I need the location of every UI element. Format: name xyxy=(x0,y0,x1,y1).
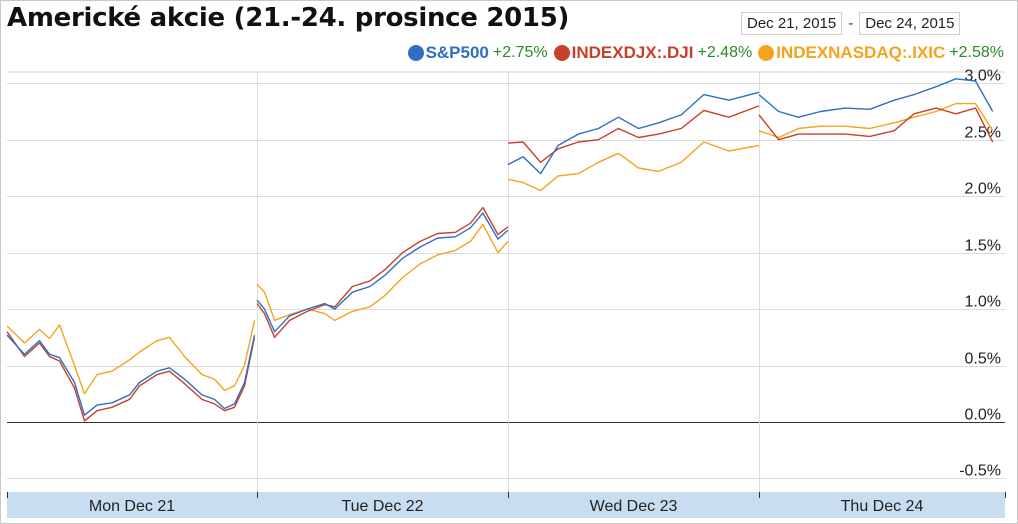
y-tick-label: 1.5% xyxy=(965,238,1001,255)
start-date-field[interactable]: Dec 21, 2015 xyxy=(741,11,843,35)
legend: S&P500 +2.75% INDEXDJX:.DJI +2.48% INDEX… xyxy=(402,43,1004,63)
x-tick-label: Wed Dec 23 xyxy=(590,498,678,515)
y-tick-label: 1.0% xyxy=(965,294,1001,311)
series-line-indexnasdaq-ixic xyxy=(6,320,256,395)
series-line-indexdjx-dji xyxy=(507,105,760,163)
series-line-indexnasdaq-ixic xyxy=(256,223,509,322)
date-range-separator: - xyxy=(848,14,854,32)
series-line-indexdjx-dji xyxy=(758,107,994,143)
x-tick-label: Thu Dec 24 xyxy=(841,498,924,515)
series-line-s-p500 xyxy=(6,334,256,416)
legend-name: INDEXNASDAQ:.IXIC xyxy=(776,43,946,62)
legend-change: +2.58% xyxy=(949,44,1004,61)
legend-item-ixic[interactable]: INDEXNASDAQ:.IXIC +2.58% xyxy=(758,43,1004,63)
y-tick-label: 3.0% xyxy=(965,68,1001,85)
legend-change: +2.75% xyxy=(492,44,548,61)
y-tick-label: 0.0% xyxy=(965,407,1001,424)
y-tick-label: 0.5% xyxy=(965,351,1001,368)
legend-name: INDEXDJX:.DJI xyxy=(571,43,694,62)
legend-change: +2.48% xyxy=(697,44,753,61)
end-date-field[interactable]: Dec 24, 2015 xyxy=(859,11,961,35)
sp500-dot-icon xyxy=(407,45,424,61)
date-range: Dec 21, 2015 - Dec 24, 2015 xyxy=(741,11,961,35)
y-tick-label: -0.5% xyxy=(959,463,1001,480)
x-tick-label: Tue Dec 22 xyxy=(341,498,423,515)
series-line-s-p500 xyxy=(507,91,760,175)
series-line-s-p500 xyxy=(256,212,509,333)
x-tick-label: Mon Dec 21 xyxy=(89,498,175,515)
legend-item-dji[interactable]: INDEXDJX:.DJI +2.48% xyxy=(553,43,753,63)
legend-name: S&P500 xyxy=(425,43,489,62)
y-tick-label: 2.0% xyxy=(965,181,1001,198)
series-line-indexdjx-dji xyxy=(256,206,509,338)
series-line-indexnasdaq-ixic xyxy=(507,141,760,192)
y-tick-label: 2.5% xyxy=(965,125,1001,142)
series-line-s-p500 xyxy=(758,78,994,118)
series-line-indexnasdaq-ixic xyxy=(758,102,994,139)
legend-item-sp500[interactable]: S&P500 +2.75% xyxy=(407,43,548,63)
series-line-indexdjx-dji xyxy=(6,331,256,422)
ixic-dot-icon xyxy=(758,45,775,61)
chart-title: Americké akcie (21.-24. prosince 2015) xyxy=(7,3,570,33)
x-axis-band xyxy=(7,492,1005,518)
dji-dot-icon xyxy=(553,45,570,61)
